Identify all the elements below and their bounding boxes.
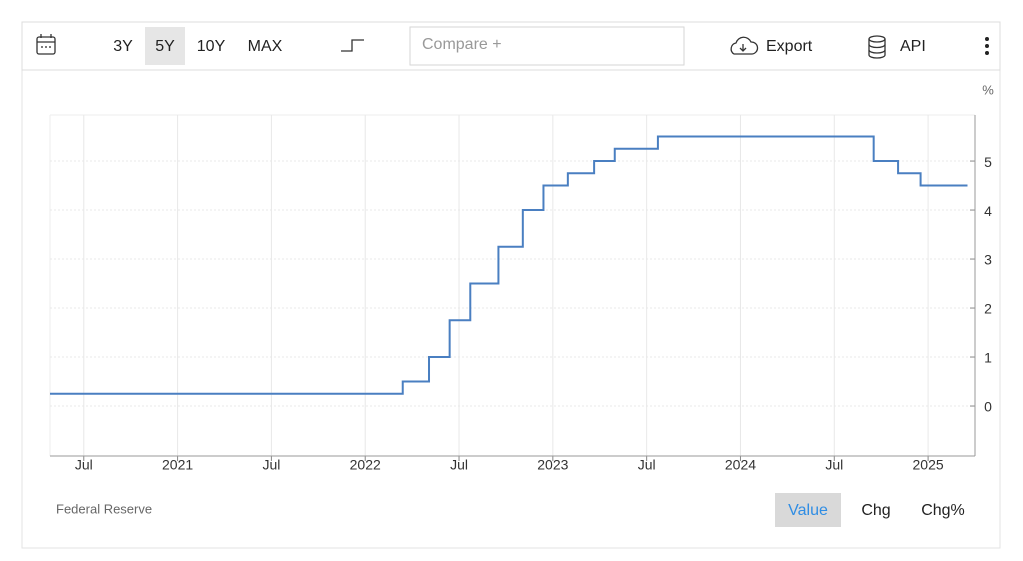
menu-icon[interactable]	[985, 37, 989, 55]
x-tick-label: Jul	[638, 457, 656, 473]
view-highlight	[775, 493, 841, 527]
y-tick-label: 5	[984, 154, 992, 170]
range-button[interactable]: 5Y	[155, 38, 175, 55]
x-tick-label: Jul	[825, 457, 843, 473]
y-tick-label: 2	[984, 301, 992, 317]
range-button[interactable]: MAX	[248, 38, 283, 55]
range-buttons: 3Y 5Y 10Y MAX	[113, 27, 283, 65]
x-tick-label: 2024	[725, 457, 756, 473]
calendar-icon[interactable]	[36, 34, 56, 55]
compare-placeholder: Compare +	[422, 36, 502, 53]
range-button[interactable]: 10Y	[197, 38, 226, 55]
x-tick-label: Jul	[75, 457, 93, 473]
y-tick-label: 4	[984, 203, 992, 219]
plot: % 0 1 2 3 4 5 Jul 2021 Jul 2022 Jul 2023 Jul 2024 Jul 20…	[49, 82, 994, 473]
range-button[interactable]: 3Y	[113, 38, 133, 55]
view-button[interactable]: Chg%	[921, 502, 965, 519]
export-button[interactable]: Export	[766, 38, 813, 55]
source: Federal Reserve	[56, 501, 152, 516]
export-icon[interactable]	[730, 36, 759, 55]
step-icon[interactable]	[341, 39, 364, 52]
api-icon[interactable]	[868, 35, 886, 59]
y-tick-label: 1	[984, 350, 992, 366]
x-tick-label: 2022	[350, 457, 381, 473]
x-tick-label: Jul	[262, 457, 280, 473]
frame	[21, 21, 1001, 549]
x-tick-label: 2021	[162, 457, 193, 473]
y-tick-label: 3	[984, 252, 992, 268]
range-highlight	[145, 27, 185, 65]
view-button[interactable]: Value	[788, 502, 828, 519]
x-tick-label: Jul	[450, 457, 468, 473]
y-tick-label: 0	[984, 399, 992, 415]
x-tick-label: 2023	[537, 457, 568, 473]
data-line	[50, 135, 968, 395]
view-button[interactable]: Chg	[861, 502, 890, 519]
api-button[interactable]: API	[900, 38, 926, 55]
x-tick-label: 2025	[913, 457, 944, 473]
y-unit: %	[982, 82, 994, 97]
view-buttons: Value Chg Chg%	[775, 493, 965, 527]
compare-input[interactable]	[409, 26, 685, 66]
